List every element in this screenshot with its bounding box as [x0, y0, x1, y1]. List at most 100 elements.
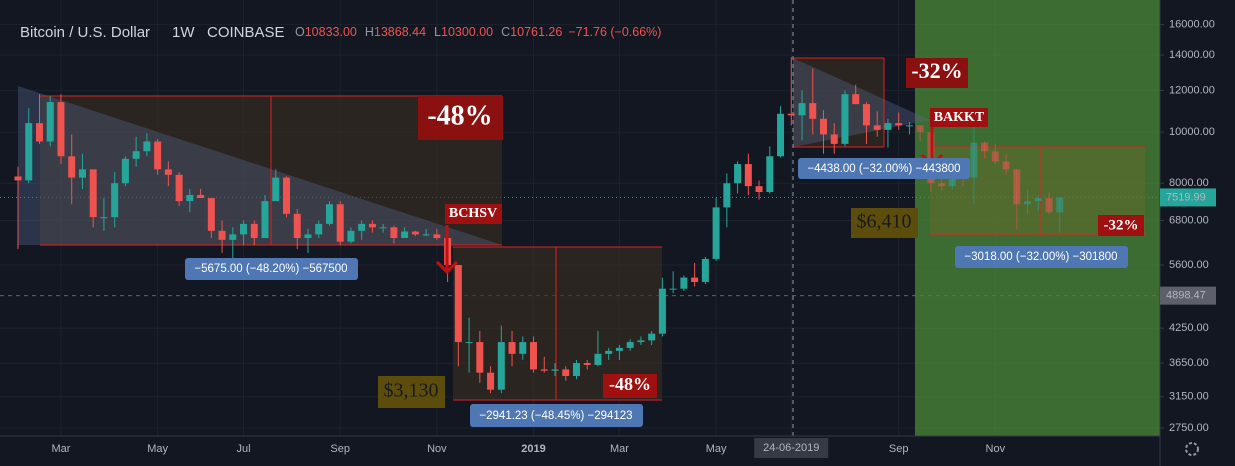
annotation-box: [603, 374, 657, 398]
candle-body: [1024, 201, 1032, 205]
ohlc-label: L: [434, 25, 441, 39]
candle-body: [916, 125, 924, 133]
crosshair-label-box: [754, 438, 829, 458]
exchange: COINBASE: [207, 24, 285, 41]
candle-body: [841, 94, 849, 144]
candle-body: [175, 174, 183, 202]
candle-body: [497, 342, 505, 390]
arrows: [435, 127, 944, 275]
candle-body: [433, 234, 441, 238]
candle-body: [411, 231, 419, 235]
ohlc-value: 10300.00: [441, 25, 493, 39]
candle-body: [938, 183, 946, 187]
candle-body: [540, 369, 548, 371]
time-axis: [0, 436, 1160, 466]
candle-body: [572, 363, 580, 376]
candle-body: [272, 177, 280, 202]
measure-label: −5675.00 (−48.20%) −567500: [194, 263, 347, 275]
candle-body: [594, 353, 602, 365]
candle-body: [981, 142, 989, 152]
candle-body: [186, 195, 194, 202]
candle-body: [798, 103, 806, 116]
candle-body: [100, 217, 108, 219]
symbol: Bitcoin / U.S. Dollar: [20, 24, 150, 41]
candle-body: [658, 288, 666, 334]
candle-body: [325, 204, 333, 224]
candle-body: [197, 195, 205, 199]
candle-body: [46, 102, 54, 142]
annotation: BAKKT: [934, 110, 985, 125]
candle-body: [852, 94, 860, 105]
y-tick-label: 6800.00: [1169, 214, 1209, 226]
y-tick-label: 14000.00: [1169, 49, 1215, 61]
ohlc-label: H: [365, 25, 374, 39]
header: Bitcoin / U.S. Dollar 1W COINBASE: [20, 24, 285, 41]
x-tick-label: Nov: [986, 443, 1006, 455]
x-tick-label: Sep: [330, 443, 350, 455]
candle-body: [884, 123, 892, 130]
candle-body: [250, 223, 258, 238]
candle-body: [57, 102, 65, 157]
candle-body: [207, 198, 215, 231]
settings-icon[interactable]: [1185, 442, 1199, 456]
ohlc-label: O: [295, 25, 305, 39]
candle-body: [1045, 198, 1053, 213]
x-tick-label: Nov: [427, 443, 447, 455]
annotation-box: [930, 108, 988, 127]
candle-body: [637, 340, 645, 343]
candle-body: [218, 230, 226, 240]
x-tick-label: Mar: [51, 443, 70, 455]
ohlc-value: 13868.44: [374, 25, 426, 39]
measure-label: −3018.00 (−32.00%) −301800: [964, 251, 1117, 263]
candle-body: [89, 169, 97, 218]
candle-body: [132, 151, 140, 159]
candle-body: [1013, 169, 1021, 205]
annotation: $3,130: [384, 380, 439, 402]
candle-body: [78, 169, 86, 178]
annotation-box: [906, 58, 968, 88]
candle-body: [1034, 198, 1042, 202]
annotation: -32%: [911, 58, 962, 83]
ohlc: O10833.00 H13868.44 L10300.00 C10761.26 −71.…: [295, 25, 661, 39]
change: −71.76 (−0.66%): [568, 25, 661, 39]
measure-label-box: [470, 404, 643, 427]
price-tag-label: 7519.99: [1166, 191, 1206, 203]
candle-body: [465, 342, 473, 344]
candle-body: [787, 113, 795, 116]
candle-body: [240, 223, 248, 235]
candle-body: [261, 201, 269, 238]
candle-body: [390, 227, 398, 238]
candle-body: [583, 363, 591, 365]
annotation-box: [378, 376, 445, 408]
y-tick-label: 4250.00: [1169, 322, 1209, 334]
candle-body: [723, 183, 731, 208]
candle-body: [164, 169, 172, 175]
price-tag: [1160, 286, 1216, 305]
annotation-box: [851, 208, 918, 238]
candle-body: [293, 213, 301, 238]
candle-body: [25, 123, 33, 181]
ohlc-value: 10761.26: [510, 25, 562, 39]
x-tick-label: 2019: [521, 443, 545, 455]
measure-label: −4438.00 (−32.00%) −443800: [807, 163, 960, 175]
ohlc-value: 10833.00: [305, 25, 357, 39]
y-tick-label: 12000.00: [1169, 84, 1215, 96]
candle-body: [626, 342, 634, 348]
candle-body: [358, 223, 366, 231]
candle-body: [368, 223, 376, 228]
candle-body: [551, 369, 559, 371]
axes: 16000.00 14000.00 12000.00 10000.00 8000.00 6…: [51, 18, 1216, 458]
y-tick-label: 3650.00: [1169, 357, 1209, 369]
annotation-box: [418, 96, 503, 140]
annotation-box: [1098, 215, 1144, 236]
candle-body: [143, 141, 151, 152]
ohlc-label: C: [501, 25, 510, 39]
candle-body: [680, 277, 688, 289]
candle-body: [873, 125, 881, 130]
candle-body: [605, 350, 613, 354]
candle-body: [379, 227, 387, 229]
candle-body: [691, 277, 699, 282]
candle-body: [68, 156, 76, 178]
candle-body: [648, 333, 656, 341]
measure-label: −2941.23 (−48.45%) −294123: [479, 410, 632, 422]
